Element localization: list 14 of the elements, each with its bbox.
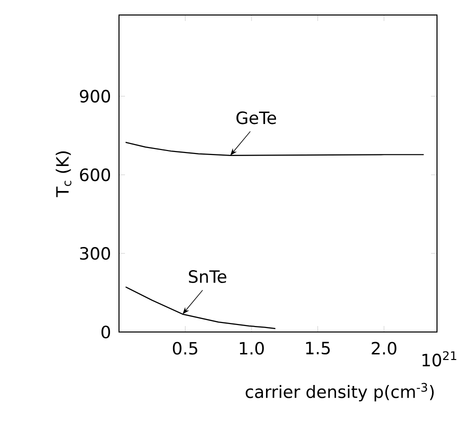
x-tick-label: 2.0 bbox=[372, 342, 396, 355]
y-tick-label: 900 bbox=[80, 90, 110, 103]
y-axis-title: T$_{c}$ (K) bbox=[56, 151, 72, 198]
y-tick-label: 300 bbox=[80, 246, 110, 260]
annotation: SnTe bbox=[188, 270, 226, 283]
y-tick-label: 600 bbox=[80, 168, 110, 182]
annotation: GeTe bbox=[236, 111, 276, 124]
x-axis-title: carrier density p(cm$^{-3}$) bbox=[246, 382, 434, 402]
y-tick-label: 0 bbox=[101, 326, 110, 338]
text: 10$^{21}$ bbox=[422, 351, 456, 366]
x-tick-label: 1.5 bbox=[306, 342, 330, 354]
line-series bbox=[125, 286, 276, 330]
x-tick-label: 1.0 bbox=[240, 342, 264, 355]
x-tick-label: 0.5 bbox=[172, 342, 198, 355]
